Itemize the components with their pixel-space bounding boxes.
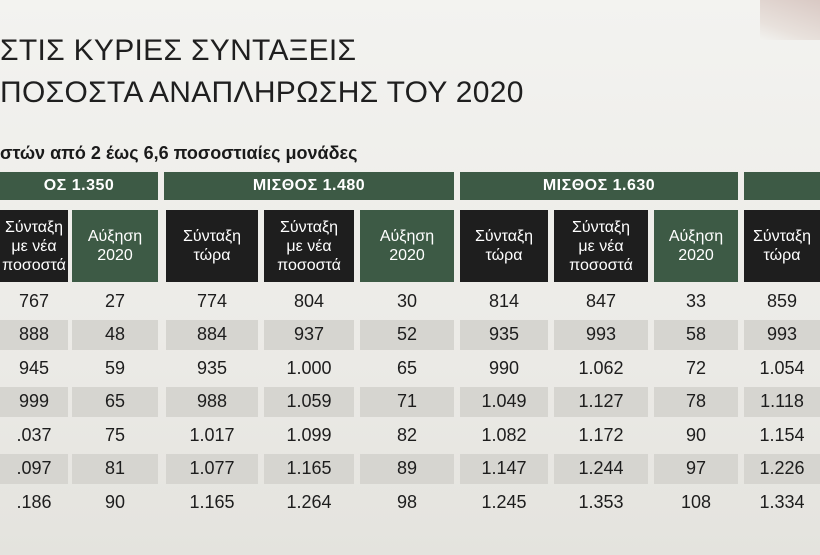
- column-header: Σύνταξη με νέα ποσοστά: [264, 210, 354, 282]
- table-cell: 884: [166, 319, 258, 350]
- table-cell: 1.353: [578, 491, 624, 512]
- table-cell: 90: [104, 491, 126, 512]
- group-band-1350: ΟΣ 1.350: [0, 172, 158, 200]
- table-row: .186 90 1.165 1.264 98 1.245 1.353 108 1.334: [0, 487, 820, 517]
- table-cell: 1.226: [744, 453, 820, 484]
- table-cell: 847: [585, 290, 617, 311]
- headline-line-2: ΠΟΣΟΣΤΑ ΑΝΑΠΛΗΡΩΣΗΣ ΤΟΥ 2020: [0, 76, 524, 109]
- table-cell: 1.264: [286, 491, 332, 512]
- table-cell: 98: [396, 491, 418, 512]
- column-header: Σύνταξη τώρα: [744, 210, 820, 282]
- group-band-next: [744, 172, 820, 200]
- table-cell: 1.049: [460, 386, 548, 417]
- column-header: Αύξηση 2020: [72, 210, 158, 282]
- table-cell: .186: [16, 491, 52, 512]
- table-cell: 65: [396, 357, 418, 378]
- table-cell: 1.118: [744, 386, 820, 417]
- table-cell: 767: [18, 290, 50, 311]
- column-header: Σύνταξη με νέα ποσοστά: [554, 210, 648, 282]
- table-cell: 97: [654, 453, 738, 484]
- table-cell: 27: [104, 290, 126, 311]
- table-cell: 75: [104, 424, 126, 445]
- column-header: Σύνταξη με νέα ποσοστά: [0, 210, 68, 282]
- table-cell: 945: [18, 357, 50, 378]
- table-row: 888 48 884 937 52 935 993 58 993: [0, 319, 820, 350]
- table-cell: 1.165: [264, 453, 354, 484]
- table-row: 945 59 935 1.000 65 990 1.062 72 1.054: [0, 353, 820, 383]
- table-cell: 82: [396, 424, 418, 445]
- table-cell: .097: [0, 453, 68, 484]
- table-cell: 1.172: [578, 424, 624, 445]
- column-header: Σύνταξη τώρα: [460, 210, 548, 282]
- group-band-1480: ΜΙΣΘΟΣ 1.480: [164, 172, 454, 200]
- table-row: .097 81 1.077 1.165 89 1.147 1.244 97 1.226: [0, 453, 820, 484]
- table-cell: 1.082: [481, 424, 527, 445]
- table-cell: 1.127: [554, 386, 648, 417]
- table-cell: 90: [685, 424, 707, 445]
- group-band-1630: ΜΙΣΘΟΣ 1.630: [460, 172, 738, 200]
- table-cell: 1.059: [264, 386, 354, 417]
- table-cell: 72: [685, 357, 707, 378]
- table-cell: 1.099: [286, 424, 332, 445]
- table-row: 767 27 774 804 30 814 847 33 859: [0, 286, 820, 316]
- table-cell: 999: [0, 386, 68, 417]
- table-cell: .037: [16, 424, 52, 445]
- table-cell: 1.077: [166, 453, 258, 484]
- table-cell: 1.054: [759, 357, 805, 378]
- group-band-label: ΜΙΣΘΟΣ 1.480: [252, 177, 366, 194]
- table-cell: 774: [196, 290, 228, 311]
- group-band-label: ΜΙΣΘΟΣ 1.630: [542, 177, 656, 194]
- table-cell: 1.245: [481, 491, 527, 512]
- table-cell: 1.334: [759, 491, 805, 512]
- table-row: 999 65 988 1.059 71 1.049 1.127 78 1.118: [0, 386, 820, 417]
- table-cell: 59: [104, 357, 126, 378]
- table-cell: 1.000: [286, 357, 332, 378]
- table-cell: 935: [460, 319, 548, 350]
- table-cell: 993: [744, 319, 820, 350]
- table-cell: 935: [196, 357, 228, 378]
- table-cell: 937: [264, 319, 354, 350]
- table-row: .037 75 1.017 1.099 82 1.082 1.172 90 1.154: [0, 420, 820, 450]
- table-cell: 108: [680, 491, 712, 512]
- table-cell: 814: [488, 290, 520, 311]
- table-cell: 48: [72, 319, 158, 350]
- table-cell: 990: [488, 357, 520, 378]
- table-cell: 71: [360, 386, 454, 417]
- table-cell: 1.017: [189, 424, 235, 445]
- page-corner: [760, 0, 820, 40]
- table-cell: 81: [72, 453, 158, 484]
- subtitle: στών από 2 έως 6,6 ποσοστιαίες μονάδες: [0, 143, 358, 163]
- table-cell: 1.154: [759, 424, 805, 445]
- headline-line-1: ΣΤΙΣ ΚΥΡΙΕΣ ΣΥΝΤΑΞΕΙΣ: [0, 34, 357, 67]
- table-cell: 993: [554, 319, 648, 350]
- table-cell: 65: [72, 386, 158, 417]
- column-header: Αύξηση 2020: [360, 210, 454, 282]
- table-cell: 1.147: [460, 453, 548, 484]
- group-band-label: ΟΣ 1.350: [43, 177, 115, 194]
- table-cell: 1.244: [554, 453, 648, 484]
- table-cell: 888: [0, 319, 68, 350]
- table-cell: 30: [396, 290, 418, 311]
- table-cell: 58: [654, 319, 738, 350]
- table-cell: 859: [766, 290, 798, 311]
- column-header: Σύνταξη τώρα: [166, 210, 258, 282]
- table-cell: 33: [685, 290, 707, 311]
- table-cell: 89: [360, 453, 454, 484]
- column-header: Αύξηση 2020: [654, 210, 738, 282]
- table-cell: 1.062: [578, 357, 624, 378]
- table-cell: 52: [360, 319, 454, 350]
- table-cell: 78: [654, 386, 738, 417]
- table-cell: 1.165: [189, 491, 235, 512]
- table-cell: 804: [293, 290, 325, 311]
- table-cell: 988: [166, 386, 258, 417]
